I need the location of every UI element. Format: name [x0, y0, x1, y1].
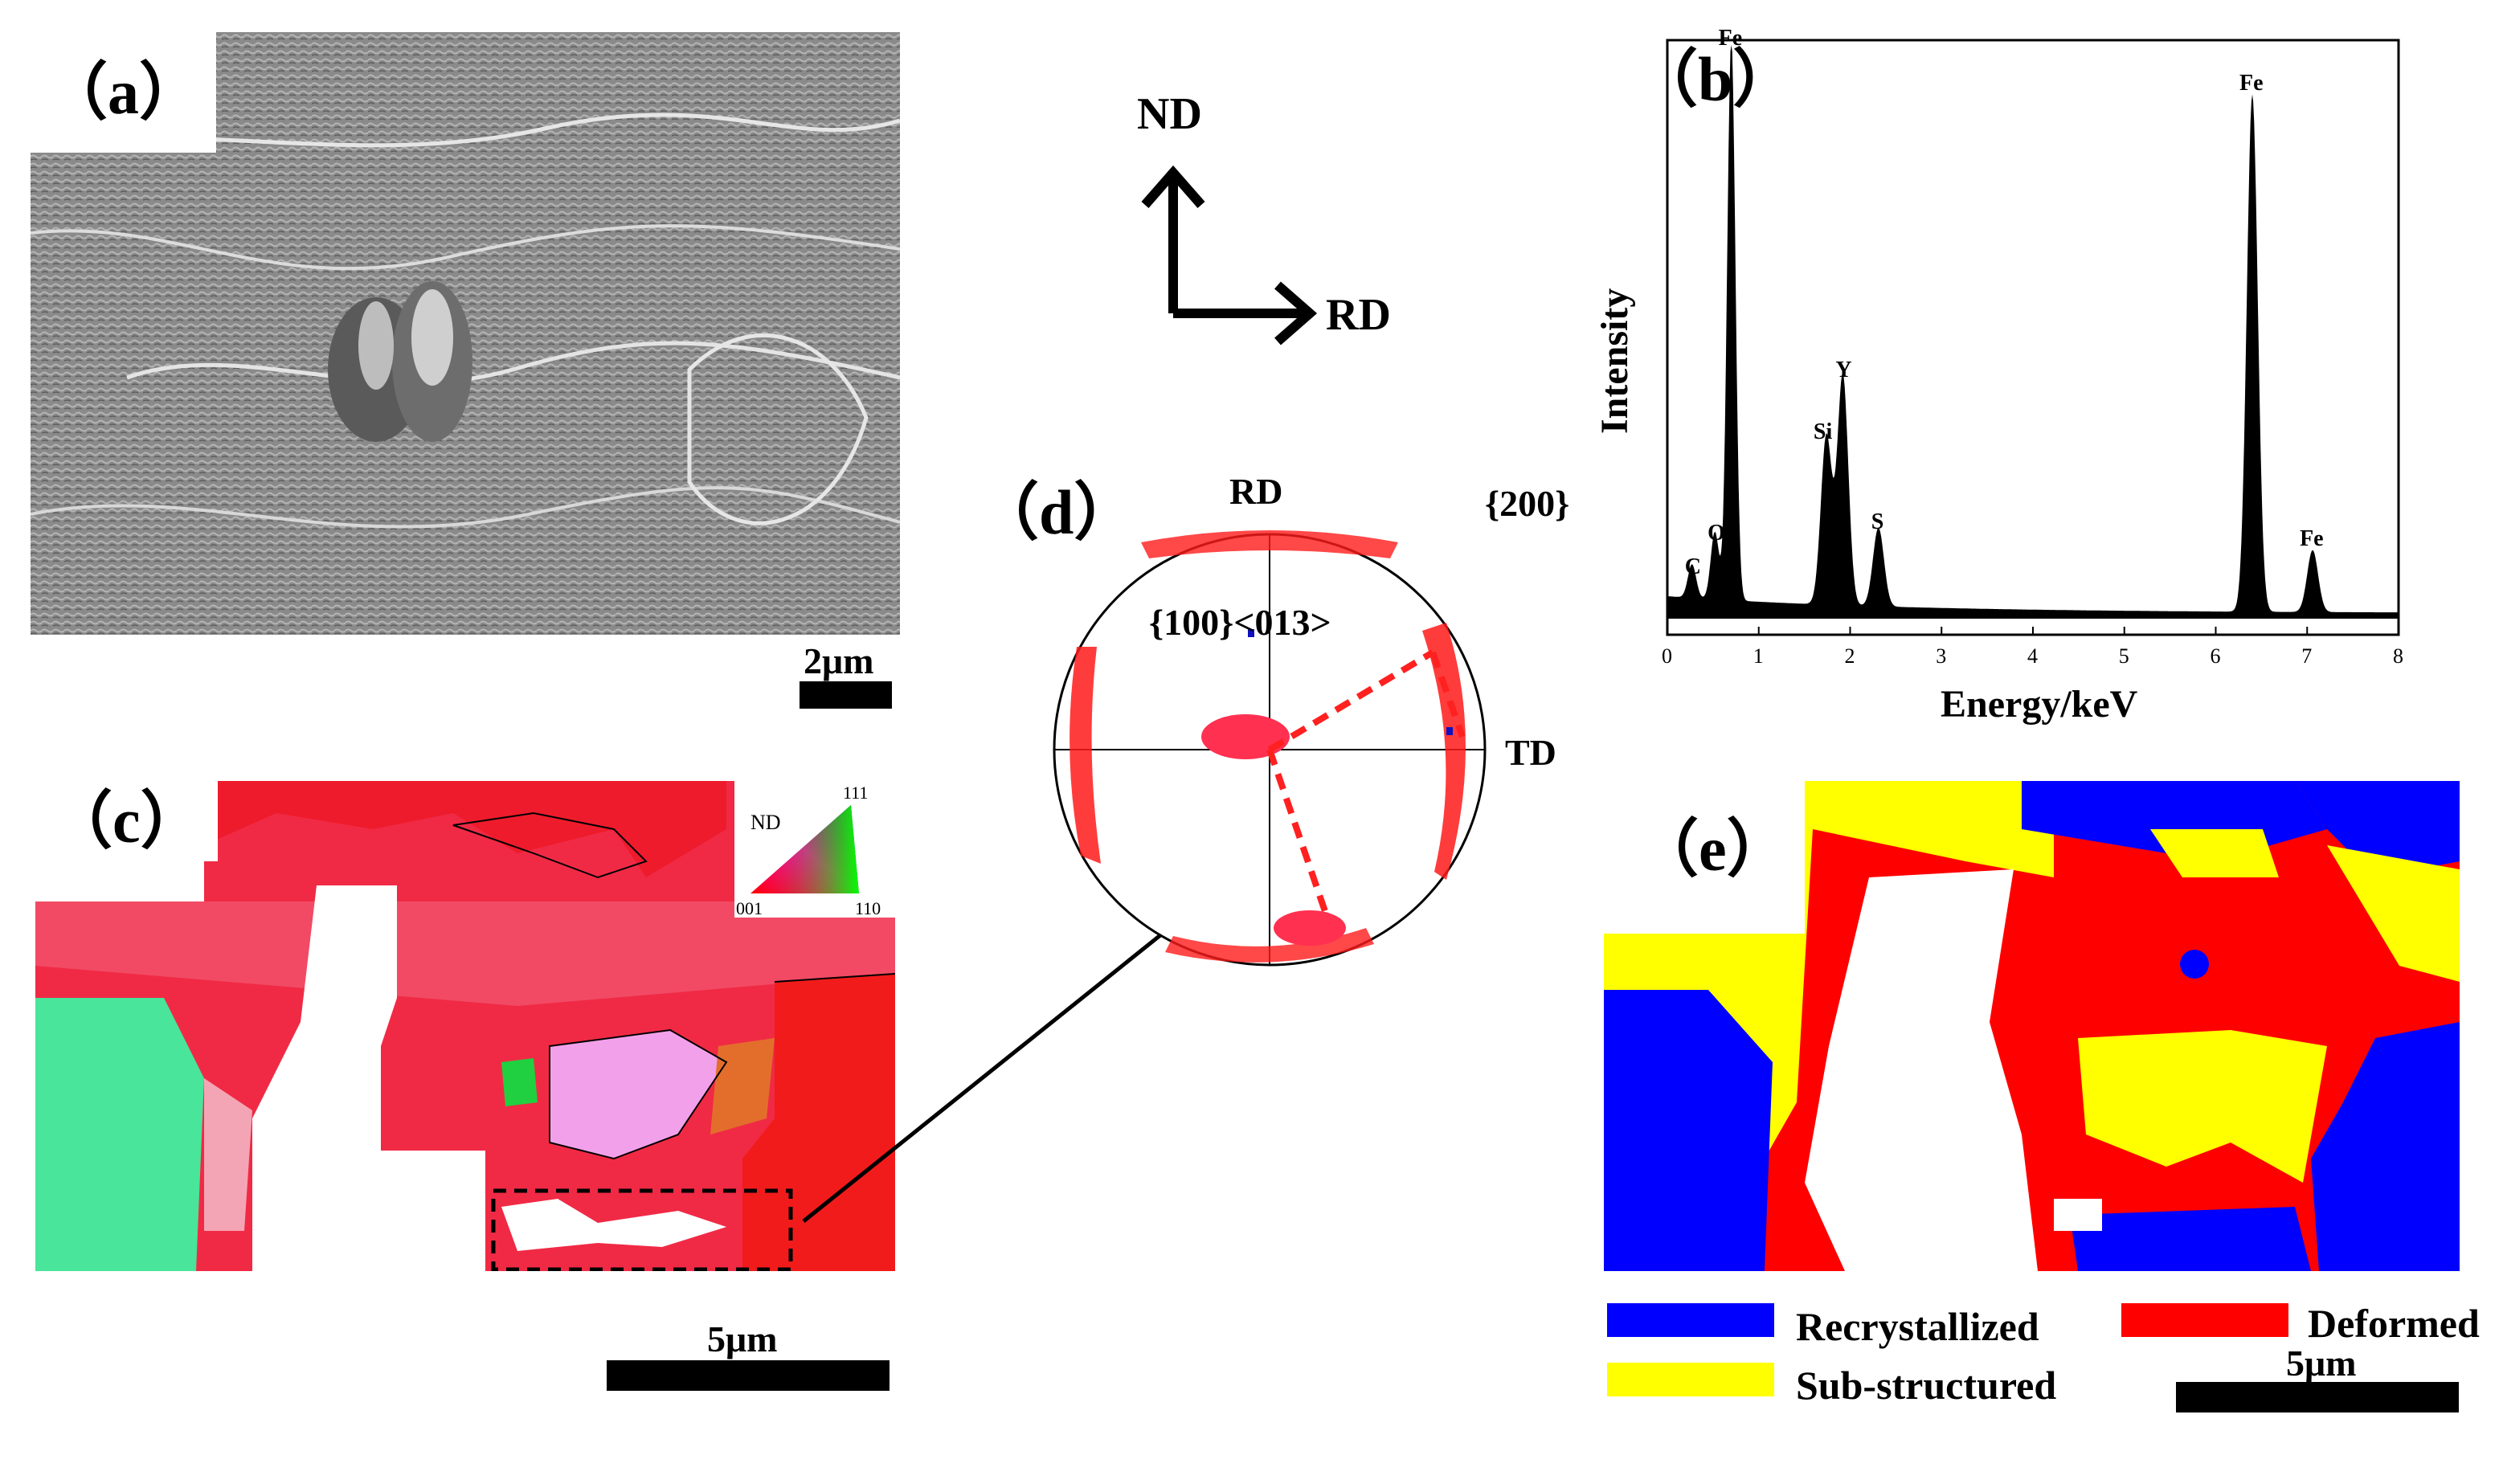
spectrum-trace — [1667, 45, 2399, 619]
legend-swatch-deformed — [2121, 1303, 2288, 1337]
peak-label: C — [1685, 554, 1701, 579]
x-tick-label: 2 — [1845, 644, 1855, 668]
x-axis-label: Energy/keV — [1941, 683, 2138, 726]
grain-type-map — [1604, 781, 2460, 1271]
ipf-corner-111: 111 — [843, 783, 868, 803]
rd-axis-label: RD — [1326, 290, 1390, 340]
ipf-color-key: ND 111 001 110 — [734, 781, 895, 918]
plot-frame — [1666, 39, 2400, 636]
panel-b-tag: （b） — [1635, 44, 1796, 114]
panel-e-scale-label: 5μm — [2286, 1343, 2357, 1384]
panel-c-scale-bar — [607, 1360, 890, 1391]
panel-b: 0 1 2 3 4 5 6 7 8 C O Fe Si Y S Fe Fe Intensity Energy/k… — [1575, 24, 2475, 739]
x-tick-label: 4 — [2027, 644, 2038, 668]
y-axis-label: Intensity — [1593, 288, 1636, 434]
panel-c: （c） ND 111 001 110 — [35, 781, 896, 1272]
peak-label: Fe — [2239, 71, 2264, 96]
panel-a-scale-label: 2μm — [804, 640, 874, 681]
pole-figure-rd: RD — [1229, 471, 1283, 512]
x-tick-label: 0 — [1662, 644, 1672, 668]
panel-e-tag: （e） — [1628, 789, 1797, 910]
legend-swatch-sub-structured — [1607, 1363, 1774, 1396]
x-tick-label: 3 — [1936, 644, 1946, 668]
nd-axis-label: ND — [1137, 89, 1202, 139]
x-tick-label: 6 — [2211, 644, 2221, 668]
legend-swatch-recrystallized — [1607, 1303, 1774, 1337]
peak-label: Si — [1814, 419, 1833, 444]
panel-a-tag: （a） — [31, 32, 217, 153]
pole-figure-index: {200} — [1485, 483, 1570, 524]
selection-box — [491, 1188, 793, 1272]
ipf-corner-110: 110 — [855, 898, 881, 918]
x-tick-label: 7 — [2301, 644, 2312, 668]
direction-glyph: ND RD — [1137, 89, 1390, 345]
peak-label: O — [1708, 521, 1725, 546]
peak-label: Fe — [2300, 526, 2324, 551]
panel-d-tag: （d） — [976, 477, 1137, 547]
panel-e: （e） — [1604, 781, 2460, 1271]
eds-chart: 0 1 2 3 4 5 6 7 8 CO Fe Si Y S Fe Fe Intensity Energy/k… — [1593, 26, 2403, 726]
panel-e-scale-bar — [2176, 1382, 2459, 1412]
pole-figure-td: TD — [1505, 732, 1556, 773]
panel-a-scale-bar — [800, 681, 892, 709]
panel-c-scale-label: 5μm — [707, 1318, 778, 1359]
ipf-corner-001: 001 — [736, 898, 763, 918]
peak-label: S — [1871, 509, 1884, 534]
ipf-axis-label: ND — [750, 811, 781, 834]
sem-image — [30, 32, 901, 635]
x-tick-label: 5 — [2119, 644, 2129, 668]
legend-label-sub-structured: Sub-structured — [1796, 1363, 2057, 1408]
x-tick-label: 8 — [2393, 644, 2403, 668]
panel-c-tag: （c） — [35, 781, 218, 861]
peak-label: Y — [1835, 358, 1851, 382]
texture-label: {100}<013> — [1149, 602, 1331, 643]
legend-label-deformed: Deformed — [2308, 1301, 2480, 1346]
pole-figure: {100}<013> — [1053, 530, 1487, 967]
peak-label: Fe — [1719, 26, 1743, 51]
panel-a: （a） — [30, 32, 901, 635]
x-tick-label: 1 — [1753, 644, 1764, 668]
legend-label-recrystallized: Recrystallized — [1796, 1304, 2039, 1349]
